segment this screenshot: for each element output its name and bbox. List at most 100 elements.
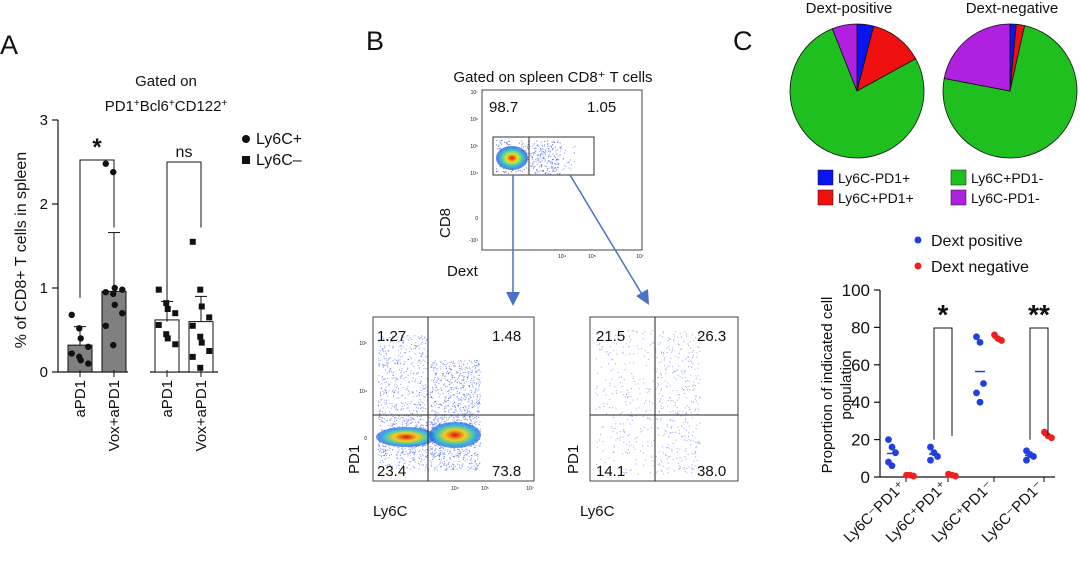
- event-dot: [450, 371, 452, 373]
- event-dot: [449, 450, 451, 452]
- event-dot: [478, 364, 480, 366]
- event-dot: [462, 415, 464, 417]
- event-dot: [628, 445, 630, 447]
- event-dot: [690, 374, 692, 376]
- event-dot: [409, 392, 411, 394]
- event-dot: [426, 399, 428, 401]
- event-dot: [665, 369, 667, 371]
- event-dot: [408, 381, 410, 383]
- event-dot: [464, 460, 466, 462]
- event-dot: [662, 452, 664, 454]
- event-dot: [420, 376, 422, 378]
- event-dot: [676, 413, 678, 415]
- event-dot: [462, 457, 464, 459]
- event-dot: [450, 368, 452, 370]
- event-dot: [406, 422, 408, 424]
- event-dot: [696, 356, 698, 358]
- event-dot: [684, 419, 686, 421]
- event-dot: [540, 153, 542, 155]
- event-dot: [457, 371, 459, 373]
- event-dot: [452, 362, 454, 364]
- event-dot: [412, 417, 414, 419]
- event-dot: [478, 382, 480, 384]
- event-dot: [475, 467, 477, 469]
- event-dot: [690, 412, 692, 414]
- event-dot: [400, 377, 402, 379]
- event-dot: [572, 146, 574, 148]
- event-dot: [463, 394, 465, 396]
- pie-slice: [831, 23, 858, 92]
- event-dot: [398, 446, 400, 448]
- event-dot: [551, 166, 553, 168]
- event-dot: [471, 466, 473, 468]
- event-dot: [620, 467, 622, 469]
- event-dot: [385, 391, 387, 393]
- tick-y-0: 0: [364, 436, 367, 442]
- event-dot: [633, 362, 635, 364]
- event-dot: [425, 356, 427, 358]
- event-dot: [533, 147, 535, 149]
- tick-y-neg: -10³: [469, 238, 478, 244]
- event-dot: [477, 378, 479, 380]
- event-dot: [386, 338, 388, 340]
- density-ly6c-neg: [376, 427, 436, 447]
- event-dot: [425, 342, 427, 344]
- event-dot: [446, 367, 448, 369]
- event-dot: [392, 390, 394, 392]
- event-dot: [419, 399, 421, 401]
- event-dot: [691, 361, 693, 363]
- event-dot: [461, 380, 463, 382]
- event-dot: [669, 419, 671, 421]
- event-dot: [696, 442, 698, 444]
- event-dot: [437, 454, 439, 456]
- event-dot: [396, 403, 398, 405]
- event-dot: [450, 469, 452, 471]
- event-dot: [561, 169, 563, 171]
- scatter-point: [927, 456, 934, 464]
- event-dot: [467, 419, 469, 421]
- event-dot: [678, 394, 680, 396]
- event-dot: [684, 435, 686, 437]
- event-dot: [432, 443, 434, 445]
- event-dot: [682, 422, 684, 424]
- event-dot: [382, 348, 384, 350]
- event-dot: [386, 455, 388, 457]
- event-dot: [470, 419, 472, 421]
- event-dot: [474, 461, 476, 463]
- event-dot: [460, 388, 462, 390]
- event-dot: [405, 402, 407, 404]
- event-dot: [625, 443, 627, 445]
- event-dot: [394, 427, 396, 429]
- event-dot: [422, 448, 424, 450]
- event-dot: [440, 368, 442, 370]
- event-dot: [421, 352, 423, 354]
- event-dot: [392, 340, 394, 342]
- event-dot: [413, 467, 415, 469]
- event-dot: [447, 418, 449, 420]
- event-dot: [691, 464, 693, 466]
- event-dot: [659, 342, 661, 344]
- event-dot: [635, 330, 637, 332]
- quad-ur: 26.3: [697, 328, 726, 345]
- event-dot: [436, 363, 438, 365]
- arrow-right-head: [636, 289, 649, 305]
- event-dot: [693, 401, 695, 403]
- event-dot: [668, 365, 670, 367]
- event-dot: [405, 453, 407, 455]
- event-dot: [463, 379, 465, 381]
- event-dot: [436, 455, 438, 457]
- event-dot: [416, 373, 418, 375]
- event-dot: [398, 397, 400, 399]
- event-dot: [392, 389, 394, 391]
- event-dot: [667, 436, 669, 438]
- event-dot: [633, 446, 635, 448]
- event-dot: [532, 163, 534, 165]
- event-dot: [446, 370, 448, 372]
- event-dot: [380, 419, 382, 421]
- event-dot: [406, 424, 408, 426]
- event-dot: [378, 405, 380, 407]
- event-dot: [409, 452, 411, 454]
- data-point: [163, 331, 170, 338]
- event-dot: [401, 375, 403, 377]
- event-dot: [697, 375, 699, 377]
